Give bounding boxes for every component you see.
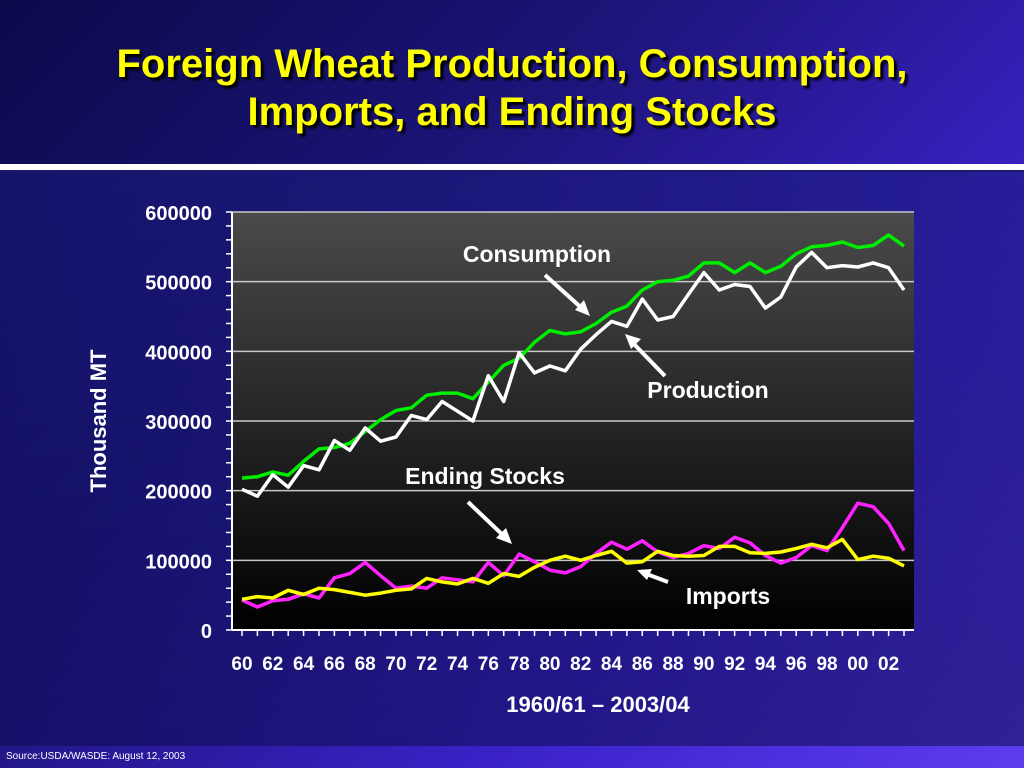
x-tick-label: 68 <box>355 654 376 675</box>
x-tick-label: 72 <box>416 654 437 675</box>
title-divider <box>0 164 1024 172</box>
series-imports-line <box>241 537 905 602</box>
y-tick-label: 600000 <box>145 203 212 225</box>
x-tick-label: 62 <box>262 654 283 675</box>
y-tick-label: 100000 <box>145 551 212 573</box>
arrow-ending-stocks <box>466 500 509 541</box>
x-tick-label: 82 <box>570 654 591 675</box>
x-tick-label: 80 <box>539 654 560 675</box>
arrowhead-production <box>625 334 641 349</box>
y-tick-label: 200000 <box>145 482 212 504</box>
x-tick-label: 92 <box>724 654 745 675</box>
y-tick-label: 300000 <box>145 412 212 434</box>
x-tick-label: 94 <box>755 654 777 675</box>
annotation-imports-label: Imports <box>686 583 770 609</box>
x-tick-label: 60 <box>231 654 252 675</box>
source-note: Source:USDA/WASDE: August 12, 2003 <box>6 751 186 762</box>
annotation-production-label: Production <box>647 377 768 403</box>
x-tick-label: 84 <box>601 654 623 675</box>
arrowhead-ending-stocks <box>496 528 512 544</box>
x-axis-title: 1960/61 – 2003/04 <box>506 692 690 717</box>
x-tick-label: 76 <box>478 654 499 675</box>
annotation-ending-stocks: Ending Stocks <box>405 463 565 544</box>
x-tick-label: 00 <box>847 654 868 675</box>
annotation-production: Production <box>625 334 769 403</box>
y-tick-label: 500000 <box>145 273 212 295</box>
x-tick-label: 88 <box>662 654 683 675</box>
annotation-imports: Imports <box>637 569 770 609</box>
annotation-consumption: Consumption <box>463 241 611 316</box>
axis-ticks <box>226 211 914 636</box>
x-tick-label: 66 <box>324 654 345 675</box>
x-tick-label: 98 <box>816 654 837 675</box>
gridlines <box>232 211 914 562</box>
series-consumption-line <box>241 233 906 480</box>
x-tick-label: 02 <box>878 654 899 675</box>
series-ending-stocks-line <box>241 501 906 609</box>
x-tick-label: 90 <box>693 654 714 675</box>
x-tick-label: 86 <box>632 654 653 675</box>
arrow-production <box>628 338 667 378</box>
annotation-ending-stocks-label: Ending Stocks <box>405 463 565 489</box>
x-tick-label: 70 <box>385 654 406 675</box>
tick-labels: 0 100000 200000 300000 400000 500000 600000 60 6… <box>145 203 899 675</box>
slide-title: Foreign Wheat Production, Consumption, I… <box>0 40 1024 136</box>
series-lines <box>241 233 906 609</box>
x-tick-label: 78 <box>509 654 530 675</box>
x-tick-label: 74 <box>447 654 469 675</box>
arrowhead-imports <box>637 569 652 580</box>
y-tick-label: 0 <box>201 621 212 643</box>
x-tick-label: 64 <box>293 654 315 675</box>
x-tick-label: 96 <box>786 654 807 675</box>
series-production-line <box>241 250 906 498</box>
y-axis-title: Thousand MT <box>86 349 111 493</box>
arrowhead-consumption <box>575 300 590 316</box>
annotation-consumption-label: Consumption <box>463 241 611 267</box>
title-line-1: Foreign Wheat Production, Consumption, <box>116 42 908 86</box>
title-line-2: Imports, and Ending Stocks <box>247 90 777 134</box>
y-tick-label: 400000 <box>145 342 212 364</box>
